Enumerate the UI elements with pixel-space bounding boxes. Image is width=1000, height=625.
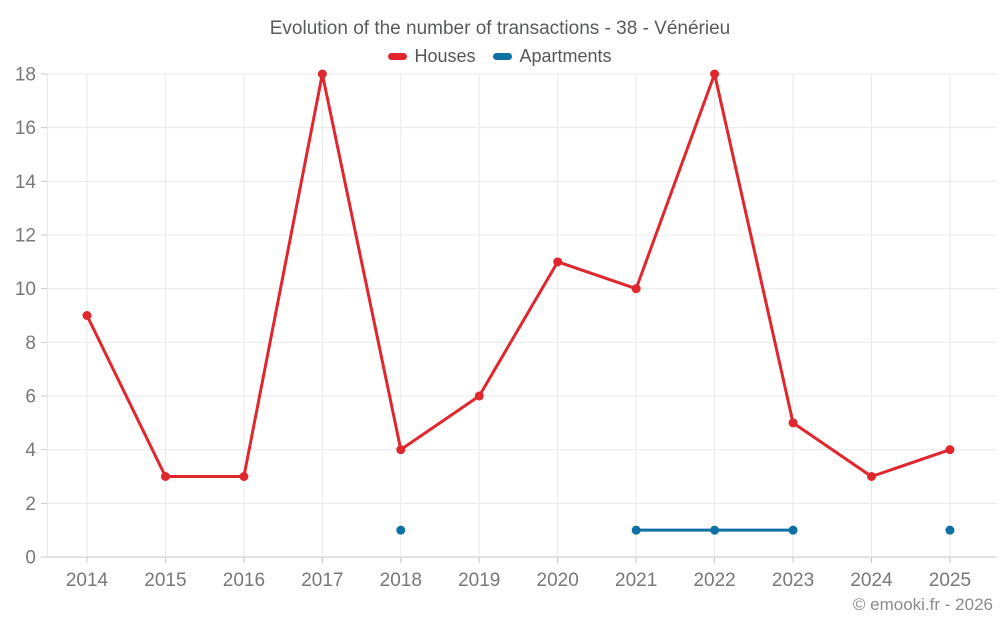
y-tick-label: 6 xyxy=(25,387,36,408)
y-tick-label: 10 xyxy=(15,279,36,300)
houses-point[interactable] xyxy=(239,472,249,481)
chart-legend: Houses Apartments xyxy=(0,45,1000,67)
y-tick-label: 12 xyxy=(15,226,36,247)
x-tick-label: 2019 xyxy=(458,570,500,591)
houses-point[interactable] xyxy=(553,257,563,267)
legend-item-apartments[interactable]: Apartments xyxy=(493,45,612,67)
y-tick-label: 4 xyxy=(25,440,36,461)
apartments-point[interactable] xyxy=(788,525,798,535)
houses-point[interactable] xyxy=(396,445,406,455)
x-tick-label: 2014 xyxy=(66,570,109,591)
houses-line xyxy=(85,72,952,478)
y-tick-label: 18 xyxy=(15,65,36,86)
houses-point[interactable] xyxy=(317,69,327,79)
x-tick-label: 2024 xyxy=(850,570,893,591)
y-tick-label: 2 xyxy=(25,494,36,515)
x-tick-label: 2023 xyxy=(772,570,814,591)
apartments-point[interactable] xyxy=(945,525,955,535)
x-tick-label: 2021 xyxy=(615,570,657,591)
houses-point[interactable] xyxy=(82,311,92,320)
x-tick-label: 2020 xyxy=(537,570,579,591)
y-tick-label: 0 xyxy=(25,548,36,569)
apartments-point[interactable] xyxy=(396,525,406,535)
houses-point[interactable] xyxy=(710,69,720,79)
houses-point[interactable] xyxy=(474,391,484,401)
chart-title: Evolution of the number of transactions … xyxy=(269,18,731,39)
apartments-legend-label: Apartments xyxy=(519,45,612,66)
apartments-point[interactable] xyxy=(710,525,720,535)
houses-point[interactable] xyxy=(945,445,955,455)
houses-legend-label: Houses xyxy=(414,45,476,66)
houses-point[interactable] xyxy=(160,472,170,481)
houses-point[interactable] xyxy=(631,284,641,294)
copyright-text: © emooki.fr - 2026 xyxy=(852,595,993,614)
y-tick-label: 14 xyxy=(15,172,37,193)
apartments-point[interactable] xyxy=(631,525,641,535)
apartments-legend-marker-icon xyxy=(493,52,513,60)
houses-point[interactable] xyxy=(867,472,876,481)
legend-item-houses[interactable]: Houses xyxy=(388,46,475,67)
y-tick-label: 16 xyxy=(15,118,36,139)
houses-point[interactable] xyxy=(788,418,798,428)
x-tick-label: 2025 xyxy=(929,570,971,591)
x-tick-label: 2022 xyxy=(693,570,735,591)
x-tick-label: 2018 xyxy=(380,570,422,591)
x-tick-label: 2015 xyxy=(144,570,186,591)
y-tick-label: 8 xyxy=(25,333,36,354)
x-tick-label: 2017 xyxy=(301,570,343,591)
houses-legend-marker-icon xyxy=(388,52,408,60)
x-tick-label: 2016 xyxy=(223,570,265,591)
